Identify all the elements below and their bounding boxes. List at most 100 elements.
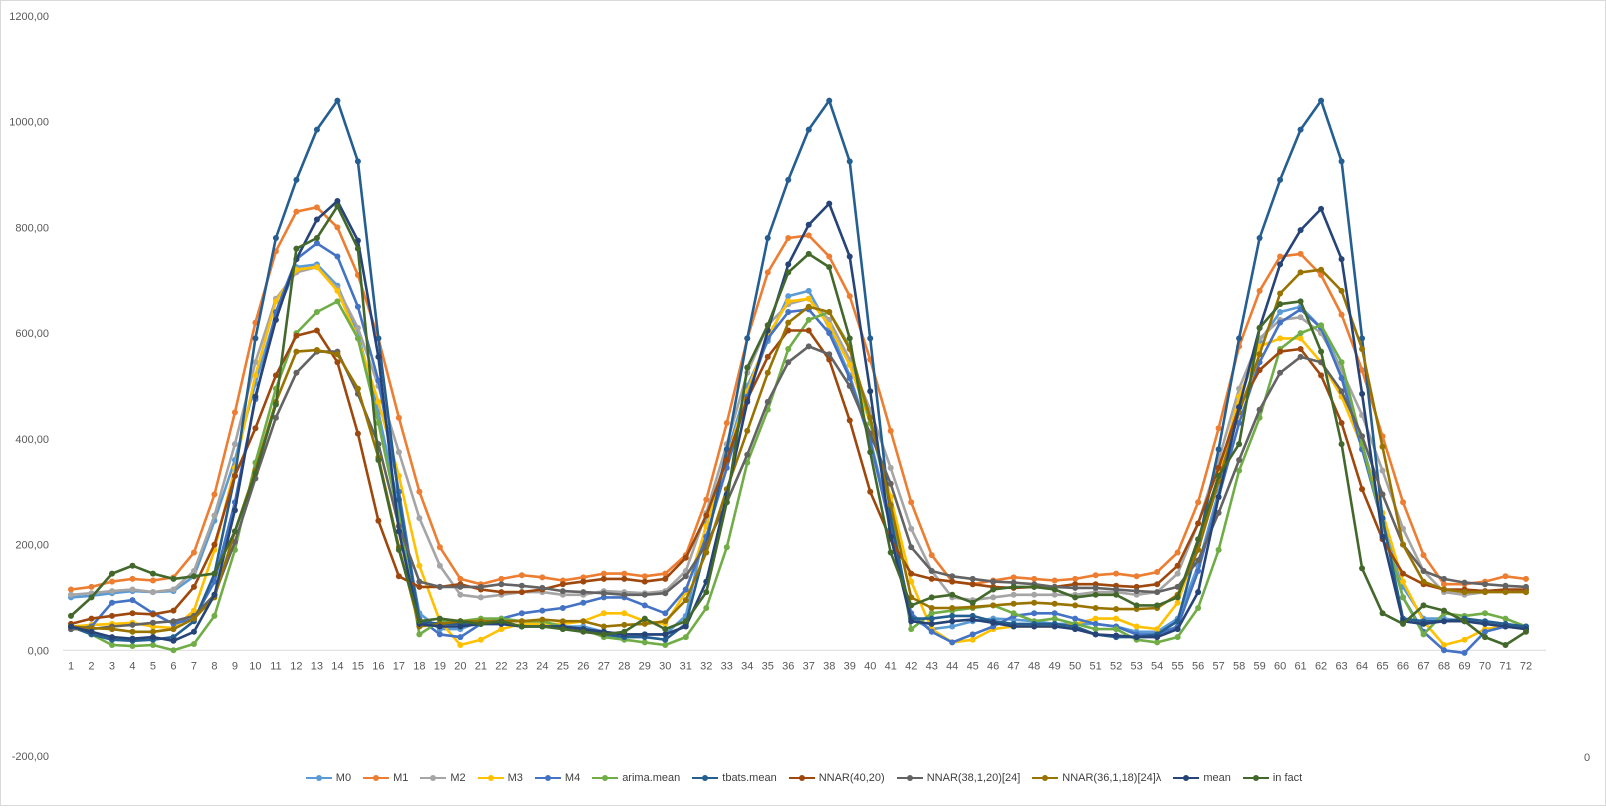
data-point (928, 568, 935, 574)
y-axis-labels: -200,00 0,00 200,00 400,00 600,00 800,00 1000,… (9, 11, 49, 763)
data-point (375, 335, 382, 342)
data-point (129, 628, 136, 635)
data-point (990, 594, 997, 601)
data-point (662, 575, 669, 582)
data-point (1092, 591, 1099, 598)
data-point (826, 264, 833, 271)
data-point (1256, 351, 1263, 358)
data-point (949, 612, 956, 619)
legend-item: arima.mean (592, 772, 680, 784)
data-point (928, 620, 935, 627)
x-tick-label: 60 (1274, 660, 1286, 672)
data-point (826, 330, 833, 337)
x-tick-label: 8 (211, 660, 217, 672)
data-point (641, 578, 648, 585)
legend-swatch (1242, 774, 1269, 782)
data-point (1441, 642, 1448, 648)
data-point (108, 578, 115, 585)
data-point (1461, 589, 1468, 596)
data-point (272, 401, 279, 408)
data-point (744, 364, 751, 371)
data-point (1297, 335, 1304, 342)
data-point (313, 347, 320, 354)
data-point (539, 616, 546, 623)
x-tick-label: 44 (946, 660, 958, 672)
data-point (580, 574, 587, 581)
data-point (1174, 618, 1181, 625)
series-line (70, 265, 1527, 647)
y-tick-label: 400,00 (15, 434, 49, 446)
data-point (1523, 575, 1529, 582)
data-point (682, 573, 689, 580)
data-point (846, 417, 853, 424)
data-point (1195, 557, 1202, 564)
data-point (1338, 375, 1345, 382)
data-point (1482, 634, 1489, 641)
data-point (969, 636, 976, 643)
data-point (395, 496, 402, 503)
data-point (744, 451, 751, 458)
x-tick-label: 26 (577, 660, 589, 672)
series-line (70, 300, 1527, 652)
data-point (1400, 525, 1407, 532)
data-point (1502, 642, 1509, 648)
legend-swatch (363, 774, 390, 782)
data-point (1195, 520, 1202, 527)
legend-swatch (1032, 774, 1059, 782)
data-point (334, 253, 341, 260)
data-point (1113, 626, 1120, 633)
data-point (1133, 573, 1140, 580)
data-point (211, 512, 218, 519)
data-point (1154, 602, 1161, 609)
data-point (518, 618, 525, 625)
data-point (108, 612, 115, 619)
data-point (1297, 126, 1304, 133)
data-point (600, 570, 607, 577)
data-point (1318, 272, 1325, 278)
data-point (1154, 634, 1161, 641)
data-point (1277, 176, 1284, 183)
data-point (1256, 324, 1263, 331)
data-point (498, 581, 505, 588)
data-point (1420, 578, 1427, 585)
data-point (1379, 443, 1386, 450)
data-point (928, 575, 935, 582)
data-point (68, 591, 74, 598)
data-point (1072, 594, 1079, 601)
series-line (70, 268, 1526, 634)
x-tick-label: 19 (434, 660, 446, 672)
data-point (1502, 615, 1509, 622)
data-point (231, 472, 238, 479)
x-tick-label: 23 (516, 660, 528, 672)
legend-label: mean (1203, 772, 1231, 784)
data-point (969, 599, 976, 606)
data-point (744, 398, 751, 405)
data-point (68, 612, 74, 619)
data-point (1277, 290, 1284, 297)
data-point (313, 309, 320, 315)
data-point (1482, 589, 1489, 596)
data-point (436, 615, 443, 622)
data-point (334, 298, 341, 305)
legend-label: NNAR(38,1,20)[24] (926, 772, 1021, 784)
data-point (1051, 577, 1058, 584)
x-tick-label: 34 (741, 660, 753, 672)
data-point (1256, 367, 1263, 374)
legend-label: NNAR(40,20) (818, 772, 885, 784)
data-point (1502, 573, 1509, 580)
data-point (1072, 626, 1079, 633)
data-point (416, 488, 423, 495)
data-point (1441, 607, 1448, 614)
x-tick-label: 49 (1049, 660, 1061, 672)
data-point (785, 319, 792, 326)
data-point (1195, 499, 1202, 506)
data-point (1092, 605, 1099, 611)
data-point (887, 427, 894, 434)
data-point (928, 610, 935, 617)
data-point (354, 237, 361, 244)
data-point (805, 295, 812, 302)
data-point (641, 602, 648, 609)
data-point (416, 562, 423, 569)
x-tick-label: 50 (1069, 660, 1081, 672)
data-point (785, 298, 792, 305)
